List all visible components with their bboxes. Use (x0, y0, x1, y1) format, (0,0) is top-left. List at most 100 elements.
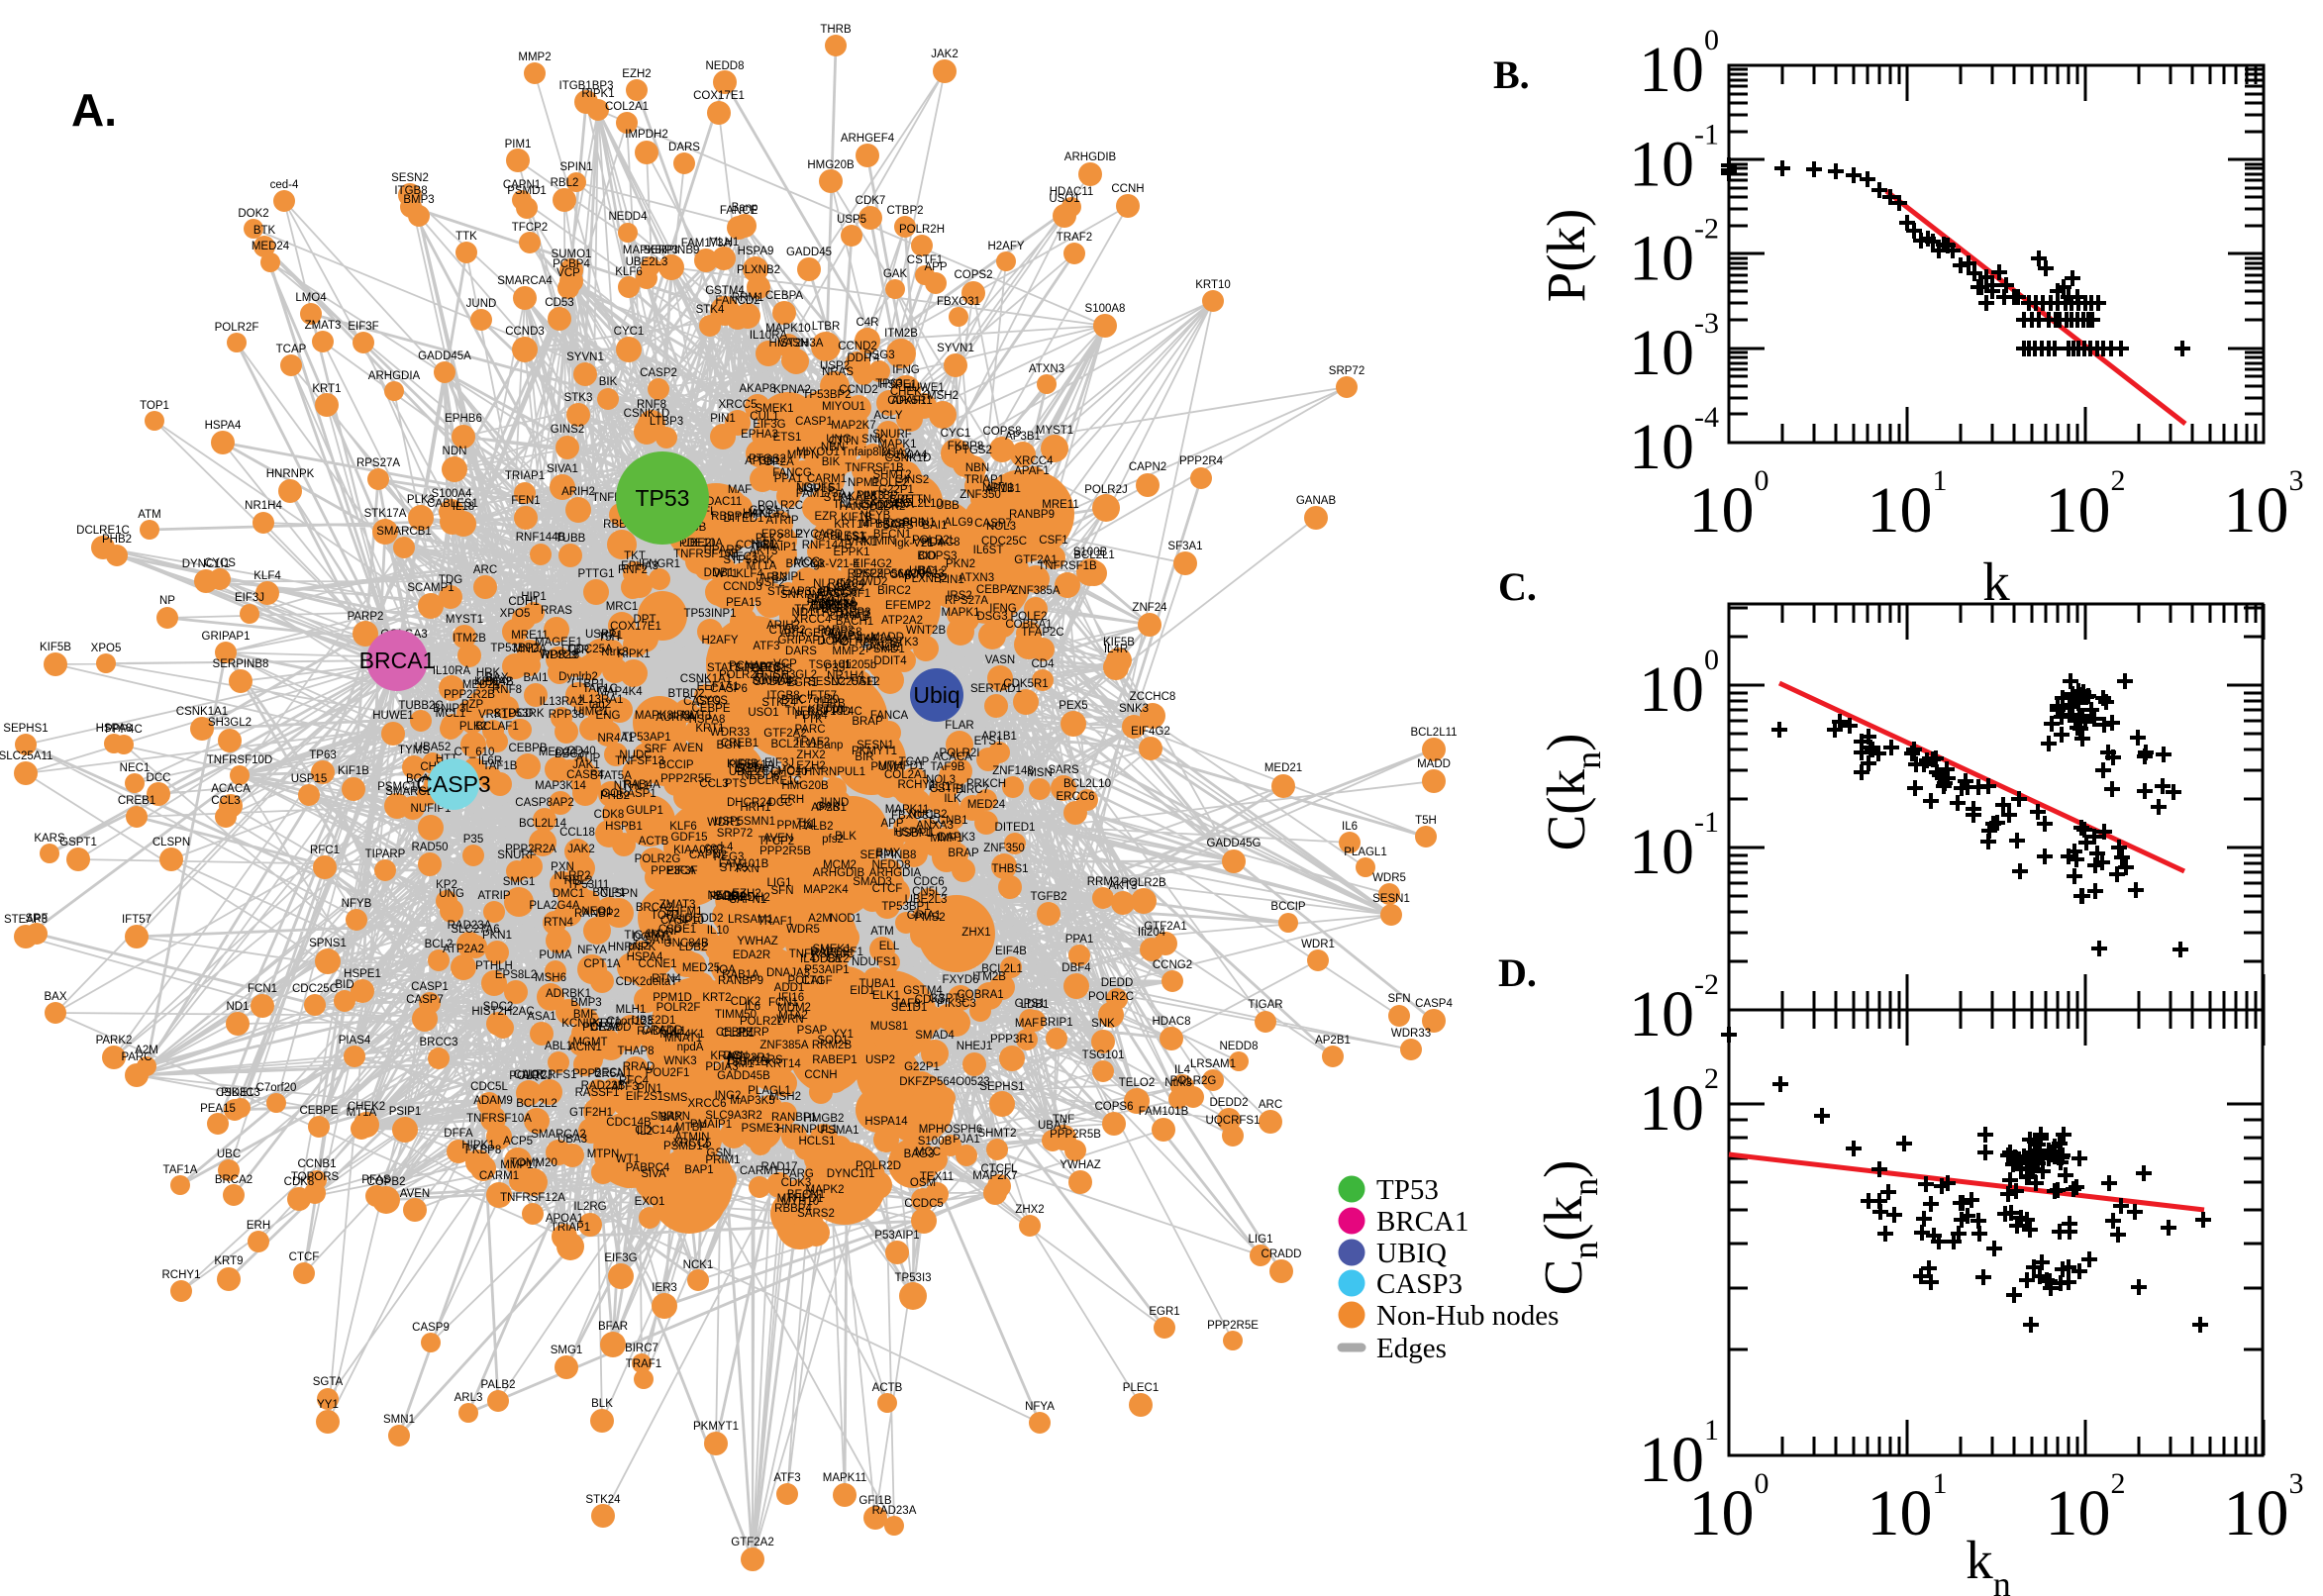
svg-text:RBBP4: RBBP4 (711, 511, 749, 523)
svg-text:PSIP1: PSIP1 (389, 1106, 422, 1118)
svg-text:NDUFS1: NDUFS1 (796, 482, 842, 494)
svg-text:SH3GL2: SH3GL2 (773, 669, 817, 681)
svg-text:FBXO31: FBXO31 (937, 296, 980, 308)
svg-text:MSN: MSN (1027, 767, 1053, 779)
svg-text:BLK: BLK (835, 831, 857, 843)
svg-text:EIF4B: EIF4B (995, 946, 1027, 957)
svg-text:IL10RA: IL10RA (433, 665, 471, 677)
svg-text:TIMM50: TIMM50 (715, 1009, 757, 1021)
svg-text:POLE2: POLE2 (1010, 611, 1047, 623)
svg-text:RBL2: RBL2 (564, 875, 593, 887)
svg-text:PHB2: PHB2 (102, 534, 132, 546)
svg-text:DDB1: DDB1 (704, 567, 735, 579)
svg-text:BRCA1: BRCA1 (359, 648, 436, 673)
svg-text:PPA1: PPA1 (1065, 934, 1094, 946)
svg-text:SESN2: SESN2 (391, 172, 429, 184)
svg-text:PLXNB2: PLXNB2 (737, 264, 780, 276)
svg-text:MADD: MADD (870, 632, 904, 644)
svg-text:MRC1: MRC1 (606, 601, 639, 613)
svg-text:HSPA4: HSPA4 (627, 951, 663, 963)
svg-text:CALR: CALR (514, 1069, 545, 1081)
svg-text:EIF2S1: EIF2S1 (626, 1091, 663, 1103)
svg-text:STK3: STK3 (564, 392, 593, 404)
svg-text:PARK2: PARK2 (710, 891, 747, 903)
svg-text:ACACA: ACACA (211, 783, 251, 795)
svg-text:CN5L2: CN5L2 (912, 886, 948, 898)
svg-text:DDIT4: DDIT4 (847, 352, 880, 364)
svg-text:NHEJ1: NHEJ1 (957, 1041, 992, 1052)
svg-text:HRH1: HRH1 (740, 802, 770, 814)
svg-text:THRB: THRB (820, 24, 852, 36)
svg-text:TP53I3: TP53I3 (894, 1272, 931, 1284)
svg-text:CCNE1: CCNE1 (639, 958, 677, 970)
svg-text:TOPORS: TOPORS (745, 663, 793, 675)
svg-text:MCC: MCC (794, 556, 820, 568)
svg-text:PPP2R5E: PPP2R5E (660, 773, 712, 785)
svg-text:PDIA4: PDIA4 (794, 710, 828, 722)
svg-text:HRK: HRK (476, 667, 501, 679)
svg-text:KRT1: KRT1 (312, 383, 341, 395)
svg-text:MAP3K5: MAP3K5 (730, 1095, 774, 1107)
svg-text:MED24: MED24 (252, 241, 290, 252)
svg-text:SLC27A6: SLC27A6 (451, 924, 499, 936)
svg-text:SRF: SRF (645, 744, 667, 755)
svg-text:HNRNPK: HNRNPK (608, 942, 656, 953)
svg-text:HSPA8: HSPA8 (689, 714, 726, 726)
svg-text:KRT10: KRT10 (1195, 279, 1231, 291)
svg-text:CTCF: CTCF (289, 1251, 320, 1263)
svg-text:TNF: TNF (1053, 1114, 1074, 1126)
svg-text:RPP38: RPP38 (549, 709, 584, 721)
svg-text:SESN2: SESN2 (808, 676, 846, 688)
svg-text:TAF9: TAF9 (893, 998, 920, 1010)
svg-text:CRADD: CRADD (1262, 1248, 1302, 1260)
svg-text:POLR2J: POLR2J (509, 1070, 552, 1082)
svg-text:BECN1: BECN1 (787, 1189, 825, 1201)
svg-text:BCL2L1: BCL2L1 (1073, 549, 1115, 561)
svg-text:SMN1: SMN1 (744, 816, 775, 828)
svg-text:COPS2: COPS2 (827, 582, 865, 594)
svg-text:PPP3R1: PPP3R1 (990, 1034, 1034, 1046)
svg-text:UBIQ: UBIQ (1376, 1238, 1447, 1269)
svg-text:PTS: PTS (759, 661, 782, 673)
svg-text:G22P1: G22P1 (904, 1061, 940, 1073)
svg-text:MAP3K14: MAP3K14 (535, 780, 586, 792)
svg-text:ARL3: ARL3 (759, 572, 788, 584)
svg-text:ITGB1BP3: ITGB1BP3 (559, 80, 614, 92)
svg-text:TNFRSF1B: TNFRSF1B (1038, 560, 1097, 572)
svg-text:IL13RA2: IL13RA2 (540, 696, 584, 708)
svg-text:MYST1: MYST1 (1036, 425, 1073, 437)
svg-text:TNFRSF12A: TNFRSF12A (833, 499, 898, 511)
svg-text:ATM: ATM (870, 926, 893, 938)
svg-text:KIF5B: KIF5B (40, 642, 71, 653)
svg-text:PALB2: PALB2 (481, 1379, 516, 1391)
svg-text:ATRIP: ATRIP (477, 890, 510, 902)
svg-text:LIG1: LIG1 (1249, 1234, 1273, 1246)
svg-text:TRIAP1: TRIAP1 (505, 470, 545, 482)
svg-text:CASP9: CASP9 (412, 1322, 450, 1334)
svg-text:PUMA: PUMA (870, 761, 904, 773)
svg-text:TIGAR: TIGAR (624, 930, 658, 942)
svg-text:Igk-V21-4: Igk-V21-4 (894, 538, 944, 549)
svg-text:ITGB8: ITGB8 (394, 185, 427, 197)
svg-text:SFN: SFN (1388, 993, 1411, 1005)
svg-text:NLRP2: NLRP2 (554, 870, 590, 882)
svg-text:POLR2G: POLR2G (1170, 1075, 1217, 1087)
svg-text:BRE: BRE (889, 494, 913, 506)
svg-text:10-3: 10-3 (1629, 307, 1719, 389)
svg-text:MTPN: MTPN (587, 1148, 620, 1160)
svg-text:pfs2: pfs2 (628, 941, 650, 952)
svg-text:MSH6: MSH6 (535, 972, 566, 984)
svg-text:S100A8: S100A8 (1085, 303, 1126, 315)
svg-text:BMP3: BMP3 (570, 997, 601, 1009)
svg-text:TUBA1: TUBA1 (858, 978, 895, 990)
svg-text:PIAS4: PIAS4 (339, 1035, 371, 1047)
svg-text:ZHX2: ZHX2 (1015, 1204, 1044, 1216)
svg-text:PABPC4: PABPC4 (626, 1162, 670, 1174)
svg-text:EZR: EZR (815, 511, 838, 523)
svg-text:GAK: GAK (816, 801, 841, 813)
svg-text:PSMC1: PSMC1 (377, 781, 417, 793)
svg-text:MED25: MED25 (682, 962, 720, 974)
svg-text:BIRC7: BIRC7 (956, 784, 989, 796)
svg-text:COPB2: COPB2 (367, 1176, 406, 1188)
svg-text:DDIT4: DDIT4 (873, 655, 907, 667)
